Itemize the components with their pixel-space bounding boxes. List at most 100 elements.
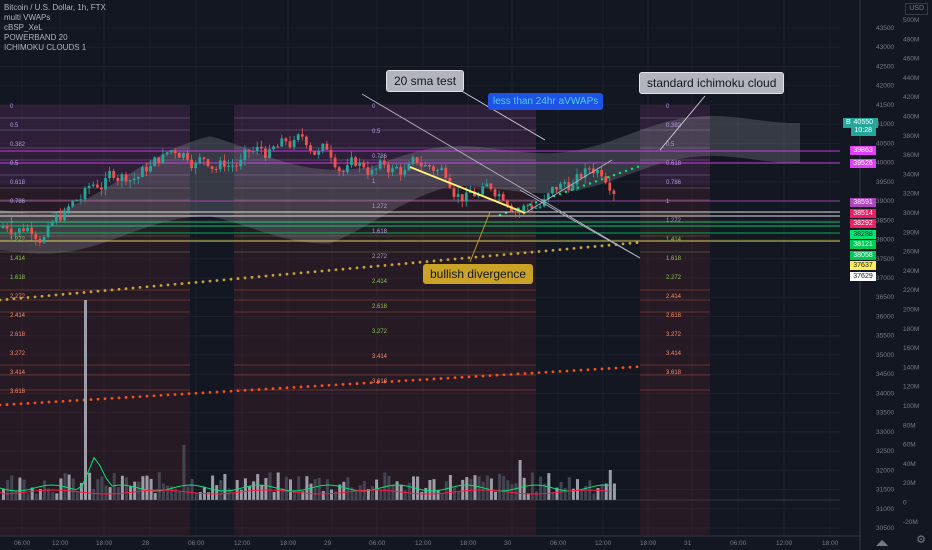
vwap-dot bbox=[124, 396, 128, 399]
vwap-dot bbox=[600, 367, 604, 371]
vwap-dot bbox=[299, 385, 303, 389]
vwap-dot bbox=[593, 245, 597, 248]
vwap-dot bbox=[460, 257, 464, 260]
candle-body bbox=[231, 165, 234, 167]
candle-body bbox=[387, 164, 390, 173]
vwap-dot bbox=[194, 391, 198, 395]
fib-labels: 0 0.5 0.382 0.5 0.618 0.786 1 1.272 1.414 1.618 2.… bbox=[10, 104, 682, 395]
vwap-dot bbox=[208, 391, 212, 394]
currency-badge[interactable]: USD bbox=[905, 3, 928, 15]
candle-body bbox=[514, 211, 517, 213]
vwap-dot bbox=[54, 293, 58, 297]
vwap-dot bbox=[628, 241, 632, 245]
time-tick: 06:00 bbox=[730, 540, 747, 547]
volume-bar bbox=[10, 475, 14, 500]
indicator-multi-vwaps[interactable]: multi VWAPs bbox=[4, 13, 51, 22]
level-price-tag: 38514 bbox=[850, 209, 876, 218]
candle-body bbox=[452, 188, 456, 197]
vwap-dot bbox=[565, 247, 569, 251]
volume-bar bbox=[395, 481, 399, 500]
fib-label: 2.618 bbox=[666, 313, 682, 319]
candle-body bbox=[485, 183, 489, 187]
vwap-dot bbox=[551, 370, 555, 374]
vwap-dot bbox=[159, 284, 163, 287]
candle-body bbox=[116, 177, 120, 182]
candle-body bbox=[95, 184, 99, 188]
vwap-dot bbox=[390, 380, 394, 383]
volume-bar bbox=[289, 479, 292, 500]
volume-bar bbox=[276, 472, 280, 500]
volume-bar bbox=[563, 487, 567, 500]
vwap-dot bbox=[636, 165, 640, 168]
indicator-ichimoku[interactable]: ICHIMOKU CLOUDS 1 bbox=[4, 43, 87, 52]
indicator-powerband[interactable]: POWERBAND 20 bbox=[4, 33, 68, 42]
indicator-cbsp[interactable]: cBSP_XeL bbox=[4, 23, 43, 32]
vwap-dot bbox=[439, 258, 443, 262]
time-tick: 18:00 bbox=[640, 540, 657, 547]
candle-body bbox=[59, 214, 62, 221]
volume-bar bbox=[22, 479, 26, 500]
candle-body bbox=[288, 141, 292, 148]
vwap-dot bbox=[0, 403, 2, 407]
time-tick: 06:00 bbox=[188, 540, 205, 547]
vwap-dot bbox=[19, 402, 23, 406]
vwap-dot bbox=[544, 370, 548, 374]
volume-bar bbox=[543, 483, 547, 500]
fib-label: 1.618 bbox=[10, 275, 26, 281]
volume-bar bbox=[260, 485, 264, 500]
volume-bar bbox=[576, 479, 579, 500]
vwap-dot bbox=[89, 398, 93, 401]
candle-body bbox=[13, 233, 17, 235]
vwap-dot bbox=[558, 248, 562, 252]
volume-bar bbox=[264, 478, 268, 500]
vwap-dot bbox=[600, 244, 604, 248]
vwap-dot bbox=[341, 267, 345, 271]
vwap-dot bbox=[572, 369, 576, 372]
candle-body bbox=[493, 189, 497, 197]
candle-body bbox=[124, 174, 128, 182]
candle-body bbox=[190, 159, 193, 169]
volume-bar bbox=[420, 491, 424, 500]
vwap-dot bbox=[152, 394, 156, 398]
vwap-dot bbox=[103, 289, 107, 292]
volume-bar bbox=[219, 480, 223, 500]
vwap-dot bbox=[236, 277, 240, 280]
candle-body bbox=[563, 182, 567, 184]
candle-body bbox=[489, 183, 493, 190]
vwap-dot bbox=[621, 242, 625, 246]
volume-bar bbox=[325, 479, 329, 500]
callout-avwap[interactable]: less than 24hr aVWAPs bbox=[488, 93, 604, 110]
fib-label: 1.272 bbox=[10, 237, 26, 243]
vwap-dot bbox=[229, 277, 233, 281]
vwap-dot bbox=[26, 296, 30, 299]
level-price-tag: 38121 bbox=[850, 240, 876, 249]
vwap-dot bbox=[481, 255, 485, 258]
candle-body bbox=[71, 201, 75, 207]
candle-body bbox=[600, 170, 603, 177]
fib-zones bbox=[0, 105, 710, 535]
vwap-dot bbox=[523, 372, 527, 375]
volume-bar bbox=[313, 479, 317, 500]
candle-body bbox=[210, 166, 214, 170]
volume-bar bbox=[239, 489, 243, 500]
symbol-title[interactable]: Bitcoin / U.S. Dollar, 1h, FTX bbox=[4, 3, 106, 12]
current-price: 40550 bbox=[853, 119, 873, 126]
volume-bar bbox=[231, 492, 235, 500]
candle-body bbox=[120, 174, 124, 182]
volume-bar bbox=[211, 475, 215, 500]
gear-icon[interactable]: ⚙ bbox=[916, 534, 926, 546]
candle-body bbox=[419, 162, 423, 167]
volume-tick: 280M bbox=[903, 229, 919, 236]
vwap-dot bbox=[327, 268, 331, 272]
vwap-dot bbox=[582, 184, 586, 187]
fib-label: 0.786 bbox=[372, 154, 388, 160]
candle-body bbox=[214, 169, 218, 171]
candle-body bbox=[325, 143, 329, 150]
vwap-dot bbox=[390, 263, 394, 267]
callout-20-sma-test[interactable]: 20 sma test bbox=[386, 70, 465, 92]
candle-body bbox=[165, 152, 169, 155]
callout-ichimoku-cloud[interactable]: standard ichimoku cloud bbox=[639, 72, 785, 94]
vwap-dot bbox=[528, 203, 532, 206]
callout-bullish-divergence[interactable]: bullish divergence bbox=[423, 264, 534, 284]
